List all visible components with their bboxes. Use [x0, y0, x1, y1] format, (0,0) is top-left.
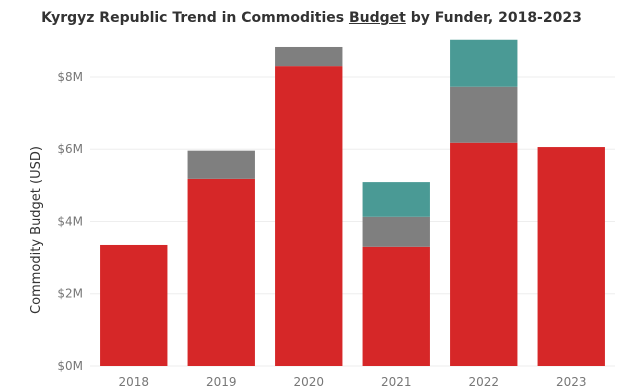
y-tick-label: $8M — [57, 70, 83, 84]
chart-title: Kyrgyz Republic Trend in Commodities Bud… — [0, 10, 623, 26]
x-axis-ticks: 2018 2019 2020 2021 2022 2023 — [118, 375, 586, 389]
bar-2020-segment-0 — [275, 66, 343, 367]
bar-2022-segment-2 — [450, 39, 518, 87]
bar-2020-segment-1 — [275, 46, 343, 67]
bar-2019-segment-1 — [187, 150, 255, 179]
bar-2018-segment-0 — [100, 244, 168, 366]
bar-2022-segment-0 — [450, 142, 518, 366]
x-tick-label: 2018 — [118, 375, 149, 389]
bar-2019-segment-0 — [187, 178, 255, 366]
y-tick-label: $0M — [57, 359, 83, 373]
x-tick-label: 2021 — [381, 375, 412, 389]
title-part-underlined: Budget — [348, 10, 406, 26]
y-axis-ticks: $0M $2M $4M $6M $8M — [57, 70, 83, 373]
y-tick-label: $2M — [57, 287, 83, 301]
bar-2023-segment-0 — [537, 147, 605, 366]
bar-2021-segment-2 — [362, 182, 430, 217]
y-tick-label: $6M — [57, 142, 83, 156]
x-tick-label: 2019 — [206, 375, 237, 389]
x-tick-label: 2020 — [293, 375, 324, 389]
gridlines — [90, 76, 615, 367]
title-part-after: by Funder, 2018-2023 — [405, 10, 582, 26]
x-tick-label: 2022 — [468, 375, 499, 389]
title-part-before: Kyrgyz Republic Trend in Commodities — [41, 10, 349, 26]
bar-2021-segment-1 — [362, 216, 430, 247]
bar-2022-segment-1 — [450, 86, 518, 143]
y-axis-title: Commodity Budget (USD) — [29, 146, 44, 314]
bar-2021-segment-0 — [362, 246, 430, 366]
bars — [100, 39, 605, 367]
y-tick-label: $4M — [57, 214, 83, 228]
x-tick-label: 2023 — [556, 375, 587, 389]
